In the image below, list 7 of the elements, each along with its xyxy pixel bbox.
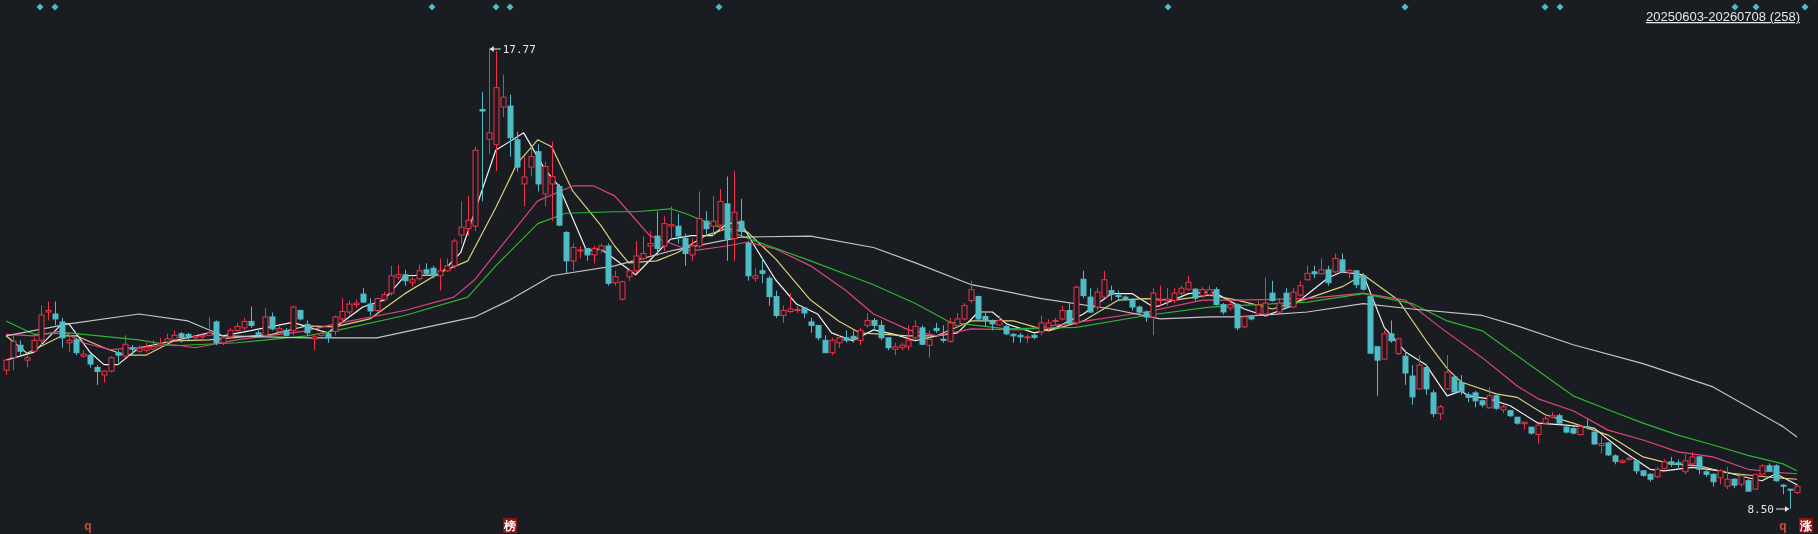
text: q bbox=[1779, 519, 1787, 533]
text: 涨 bbox=[1799, 519, 1813, 533]
chart-subtitle: 20250603-20260708 (258) bbox=[1646, 9, 1800, 24]
text: q bbox=[84, 519, 92, 533]
annotation: 8.50 bbox=[1747, 503, 1774, 516]
annotation: 17.77 bbox=[502, 43, 536, 56]
text: 榜 bbox=[503, 519, 516, 533]
